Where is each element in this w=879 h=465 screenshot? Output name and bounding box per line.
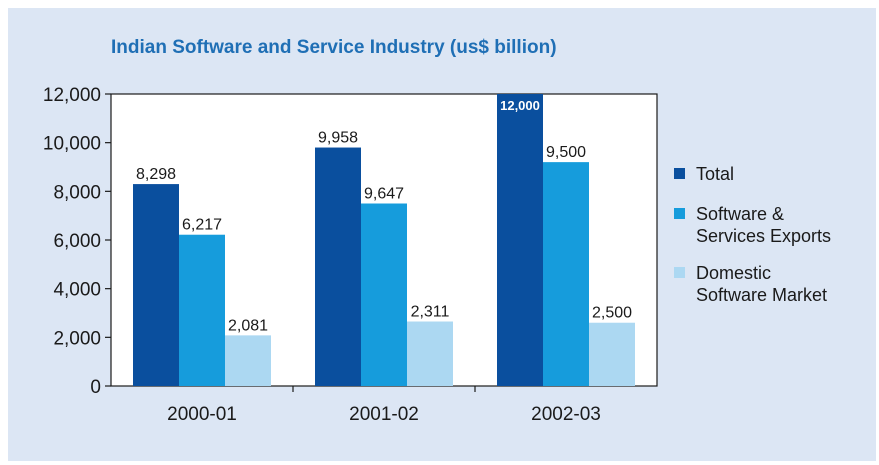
y-tick-label: 4,000 bbox=[53, 280, 101, 301]
y-tick-label: 6,000 bbox=[53, 231, 101, 252]
data-label: 9,500 bbox=[546, 144, 586, 161]
legend-label: Services Exports bbox=[696, 226, 831, 246]
bars-group bbox=[133, 94, 635, 386]
x-tick-label: 2002-03 bbox=[531, 404, 601, 425]
data-label: 9,958 bbox=[318, 130, 358, 147]
y-tick-label: 10,000 bbox=[43, 134, 101, 155]
bar-chart: Indian Software and Service Industry (us… bbox=[43, 37, 831, 425]
data-label: 6,217 bbox=[182, 217, 222, 234]
chart-container: Indian Software and Service Industry (us… bbox=[8, 8, 876, 461]
bar bbox=[133, 184, 179, 386]
data-label: 9,647 bbox=[364, 186, 404, 203]
legend-label: Software & bbox=[696, 204, 784, 224]
bar bbox=[497, 94, 543, 386]
legend-label: Domestic bbox=[696, 263, 771, 283]
bar bbox=[407, 321, 453, 386]
y-tick-label: 8,000 bbox=[53, 182, 101, 203]
bar bbox=[315, 147, 361, 386]
data-label: 2,311 bbox=[411, 304, 450, 321]
legend-swatch bbox=[674, 168, 685, 179]
bar bbox=[543, 162, 589, 386]
legend-swatch bbox=[674, 267, 685, 278]
x-tick-label: 2000-01 bbox=[167, 404, 237, 425]
data-label: 2,081 bbox=[228, 317, 268, 334]
x-tick-label: 2001-02 bbox=[349, 404, 419, 425]
bar bbox=[179, 234, 225, 386]
bar bbox=[225, 335, 271, 386]
bar bbox=[361, 203, 407, 386]
legend-label: Software Market bbox=[696, 285, 827, 305]
x-axis: 2000-01 2001-02 2002-03 bbox=[167, 386, 601, 425]
y-tick-label: 12,000 bbox=[43, 85, 101, 106]
y-tick-label: 0 bbox=[90, 377, 101, 398]
y-axis: 0 2,000 4,000 6,000 8,000 10,000 12,000 bbox=[43, 85, 111, 398]
data-label: 12,000 bbox=[500, 98, 540, 113]
data-label: 8,298 bbox=[136, 166, 176, 183]
chart-title: Indian Software and Service Industry (us… bbox=[111, 37, 557, 58]
legend-label: Total bbox=[696, 164, 734, 184]
y-tick-label: 2,000 bbox=[53, 328, 101, 349]
legend: Total Software &Services Exports DomesticS… bbox=[674, 164, 831, 305]
data-label: 2,500 bbox=[592, 305, 632, 322]
legend-swatch bbox=[674, 208, 685, 219]
data-labels-group: 8,298 6,217 2,081 9,958 9,647 2,311 12,000 9,50… bbox=[136, 98, 632, 334]
bar bbox=[589, 322, 635, 386]
